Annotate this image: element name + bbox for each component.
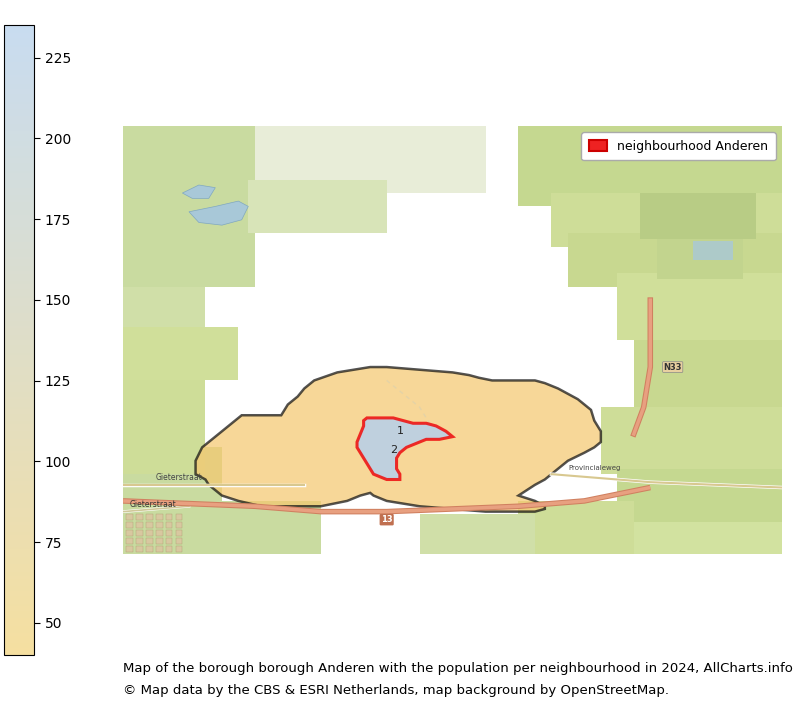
Bar [126,547,133,552]
Bar [618,274,782,340]
Bar [166,531,172,536]
Bar [166,547,172,552]
Bar [568,233,782,287]
Bar [156,531,163,536]
Bar [618,468,782,528]
Bar [123,367,206,474]
Bar [137,514,143,520]
Polygon shape [189,201,249,225]
Bar [175,547,183,552]
Bar [126,514,133,520]
Bar [584,522,782,555]
Bar [634,340,782,421]
Text: Map of the borough borough Anderen with the population per neighbourhood in 2024: Map of the borough borough Anderen with … [123,662,794,675]
Bar [693,241,733,260]
Bar [123,501,321,555]
Bar [137,522,143,528]
Text: Provincialeweg: Provincialeweg [568,466,620,471]
Bar [601,407,782,474]
Bar [175,514,183,520]
Text: 2: 2 [390,445,397,455]
Bar [137,547,143,552]
Text: Gieterstraat: Gieterstraat [156,473,202,482]
Bar [641,193,756,238]
Text: Gieterstraat: Gieterstraat [129,500,176,509]
Bar [166,522,172,528]
Bar [126,539,133,544]
Polygon shape [183,185,215,198]
Text: 13: 13 [381,515,392,524]
Bar [166,514,172,520]
Bar [146,531,152,536]
Bar [156,547,163,552]
Polygon shape [357,418,453,479]
Bar [123,126,321,220]
Bar [126,522,133,528]
Bar [175,539,183,544]
Bar [126,531,133,536]
Bar [175,531,183,536]
Bar [657,238,742,279]
Bar [146,539,152,544]
Bar [249,180,387,233]
Bar [137,539,143,544]
Bar [420,514,535,555]
Bar [146,522,152,528]
Bar [156,539,163,544]
Bar [166,539,172,544]
Bar [518,126,782,206]
Bar [146,547,152,552]
Bar [123,220,255,287]
Bar [255,126,486,193]
Bar [123,447,222,501]
Bar [146,514,152,520]
Polygon shape [195,367,601,512]
Bar [123,327,238,380]
Bar [156,522,163,528]
Bar [552,193,782,247]
Bar [175,522,183,528]
Bar [123,287,206,340]
Bar [137,531,143,536]
Text: N33: N33 [664,363,682,371]
Text: 1: 1 [396,426,403,437]
Bar [156,514,163,520]
Legend: neighbourhood Anderen: neighbourhood Anderen [581,132,776,160]
Bar [518,501,634,555]
Text: © Map data by the CBS & ESRI Netherlands, map background by OpenStreetMap.: © Map data by the CBS & ESRI Netherlands… [123,684,669,697]
